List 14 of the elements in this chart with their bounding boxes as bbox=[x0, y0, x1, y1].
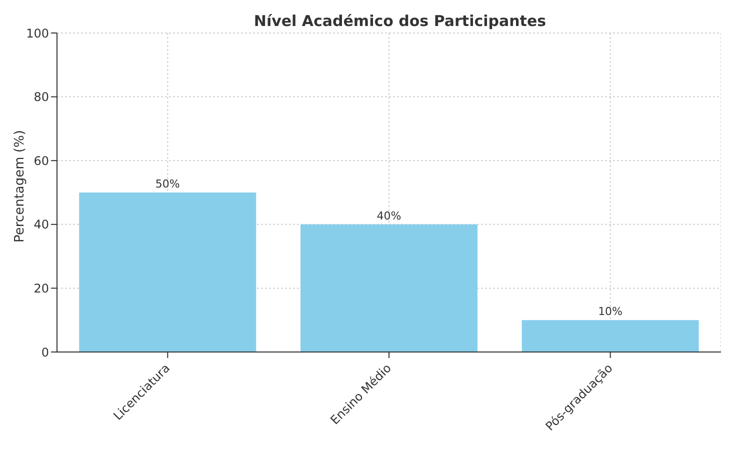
data-label: 50% bbox=[155, 178, 180, 190]
bar bbox=[522, 320, 699, 352]
y-tick-label: 60 bbox=[34, 154, 49, 168]
bar bbox=[300, 224, 478, 352]
data-label: 40% bbox=[376, 209, 402, 222]
y-tick-label: 100 bbox=[26, 26, 49, 40]
bar bbox=[79, 192, 256, 352]
data-label: 10% bbox=[598, 305, 623, 318]
y-tick-label: 20 bbox=[34, 281, 49, 296]
y-tick-label: 0 bbox=[41, 345, 49, 360]
y-tick-label: 40 bbox=[34, 218, 49, 232]
y-axis-title: Percentagem (%) bbox=[12, 130, 28, 242]
y-tick-label: 80 bbox=[34, 90, 49, 104]
chart-title: Nível Académico dos Participantes bbox=[252, 12, 548, 30]
